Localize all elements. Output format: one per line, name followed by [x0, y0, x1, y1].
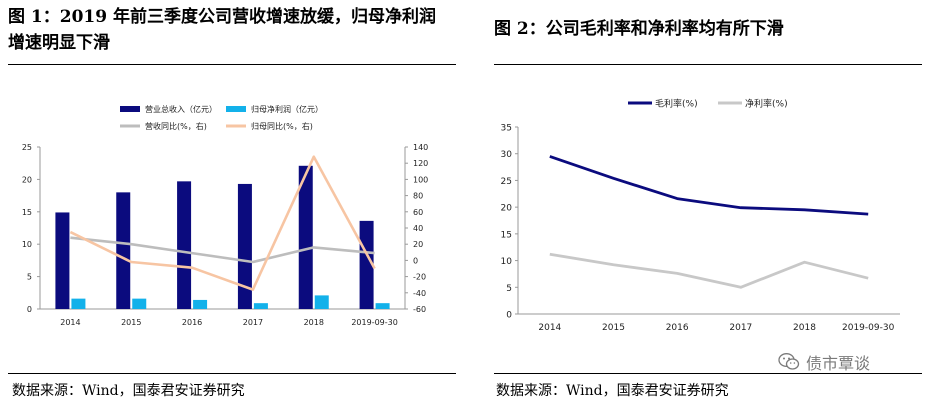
- bar-net-profit: [193, 299, 208, 309]
- y2-tick-label: -40: [413, 289, 426, 298]
- bar-revenue: [359, 220, 374, 309]
- bar-revenue: [237, 183, 252, 309]
- y2-tick-label: 120: [413, 159, 428, 168]
- bar-revenue: [116, 192, 131, 309]
- legend-label: 归母同比(%，右): [251, 121, 313, 131]
- x-tick-label: 2015: [121, 318, 141, 327]
- chart2-x-tick-label: 2018: [793, 323, 816, 333]
- series-line-gross-margin: [549, 155, 869, 216]
- chart2-y-tick-label: 20: [501, 204, 513, 214]
- bar-net-profit: [375, 303, 390, 309]
- source-note-right: 数据来源：Wind，国泰君安证券研究: [496, 383, 729, 399]
- bar-revenue: [55, 212, 70, 309]
- y-tick-label: 25: [22, 143, 32, 152]
- x-tick-label: 2019-09-30: [351, 318, 398, 327]
- bar-net-profit: [71, 298, 86, 309]
- legend-swatch: [120, 106, 140, 112]
- y-tick-label: 20: [22, 175, 32, 184]
- bar-net-profit: [314, 295, 329, 309]
- y2-tick-label: 0: [413, 256, 418, 265]
- legend-label: 营收同比(%，右): [145, 121, 207, 131]
- figure-1-title: 图 1：2019 年前三季度公司营收增速放缓，归母净利润增速明显下滑: [8, 7, 436, 53]
- y2-tick-label: -60: [413, 305, 426, 314]
- chart2-y-tick-label: 0: [506, 311, 512, 321]
- x-tick-label: 2014: [60, 318, 80, 327]
- chart2-y-tick-label: 35: [501, 124, 512, 134]
- watermark-text: 债市覃谈: [806, 354, 871, 373]
- chart2-legend-label: 毛利率(%): [655, 98, 698, 110]
- chart2-x-tick-label: 2014: [538, 323, 561, 333]
- title-divider-right: [494, 64, 922, 65]
- bar-revenue: [177, 181, 192, 309]
- source-divider-right: [494, 373, 922, 374]
- x-tick-label: 2018: [304, 318, 324, 327]
- chart2-y-tick-label: 30: [501, 150, 513, 160]
- legend-label: 营业总收入（亿元）: [145, 104, 217, 114]
- source-divider-left: [8, 373, 456, 374]
- x-tick-label: 2016: [182, 318, 202, 327]
- legend-swatch: [226, 106, 246, 112]
- y2-tick-label: 100: [413, 175, 428, 184]
- bar-revenue: [298, 165, 313, 309]
- y2-tick-label: 60: [413, 208, 423, 217]
- bar-net-profit: [253, 303, 268, 309]
- chart2-y-tick-label: 10: [501, 257, 513, 267]
- watermark: 债市覃谈: [778, 350, 870, 374]
- chart2-y-tick-label: 25: [501, 177, 512, 187]
- wechat-icon: [778, 353, 800, 370]
- series-line-revenue-yoy: [70, 236, 375, 264]
- y-tick-label: 0: [27, 305, 32, 314]
- y-tick-label: 15: [22, 208, 32, 217]
- series-line-net-margin: [549, 252, 869, 289]
- chart2-y-tick-label: 15: [501, 230, 512, 240]
- title-divider-left: [8, 64, 456, 65]
- y2-tick-label: -20: [413, 273, 426, 282]
- legend-label: 归母净利润（亿元）: [251, 104, 323, 114]
- series-line-profit-yoy: [69, 155, 376, 291]
- chart2-x-tick-label: 2015: [602, 323, 625, 333]
- y-tick-label: 10: [22, 240, 32, 249]
- figure-2-title: 图 2：公司毛利率和净利率均有所下滑: [494, 19, 784, 39]
- y2-tick-label: 140: [413, 143, 428, 152]
- y2-tick-label: 40: [413, 224, 423, 233]
- chart2-y-tick-label: 5: [506, 284, 512, 294]
- y-tick-label: 5: [27, 273, 32, 282]
- source-note-left: 数据来源：Wind，国泰君安证券研究: [12, 383, 245, 399]
- chart2-x-tick-label: 2017: [729, 323, 752, 333]
- y2-tick-label: 20: [413, 240, 423, 249]
- bar-net-profit: [132, 298, 147, 309]
- x-tick-label: 2017: [243, 318, 263, 327]
- chart2-legend-label: 净利率(%): [745, 98, 788, 110]
- chart2-x-tick-label: 2019-09-30: [842, 323, 895, 333]
- y2-tick-label: 80: [413, 192, 423, 201]
- chart2-x-tick-label: 2016: [666, 323, 689, 333]
